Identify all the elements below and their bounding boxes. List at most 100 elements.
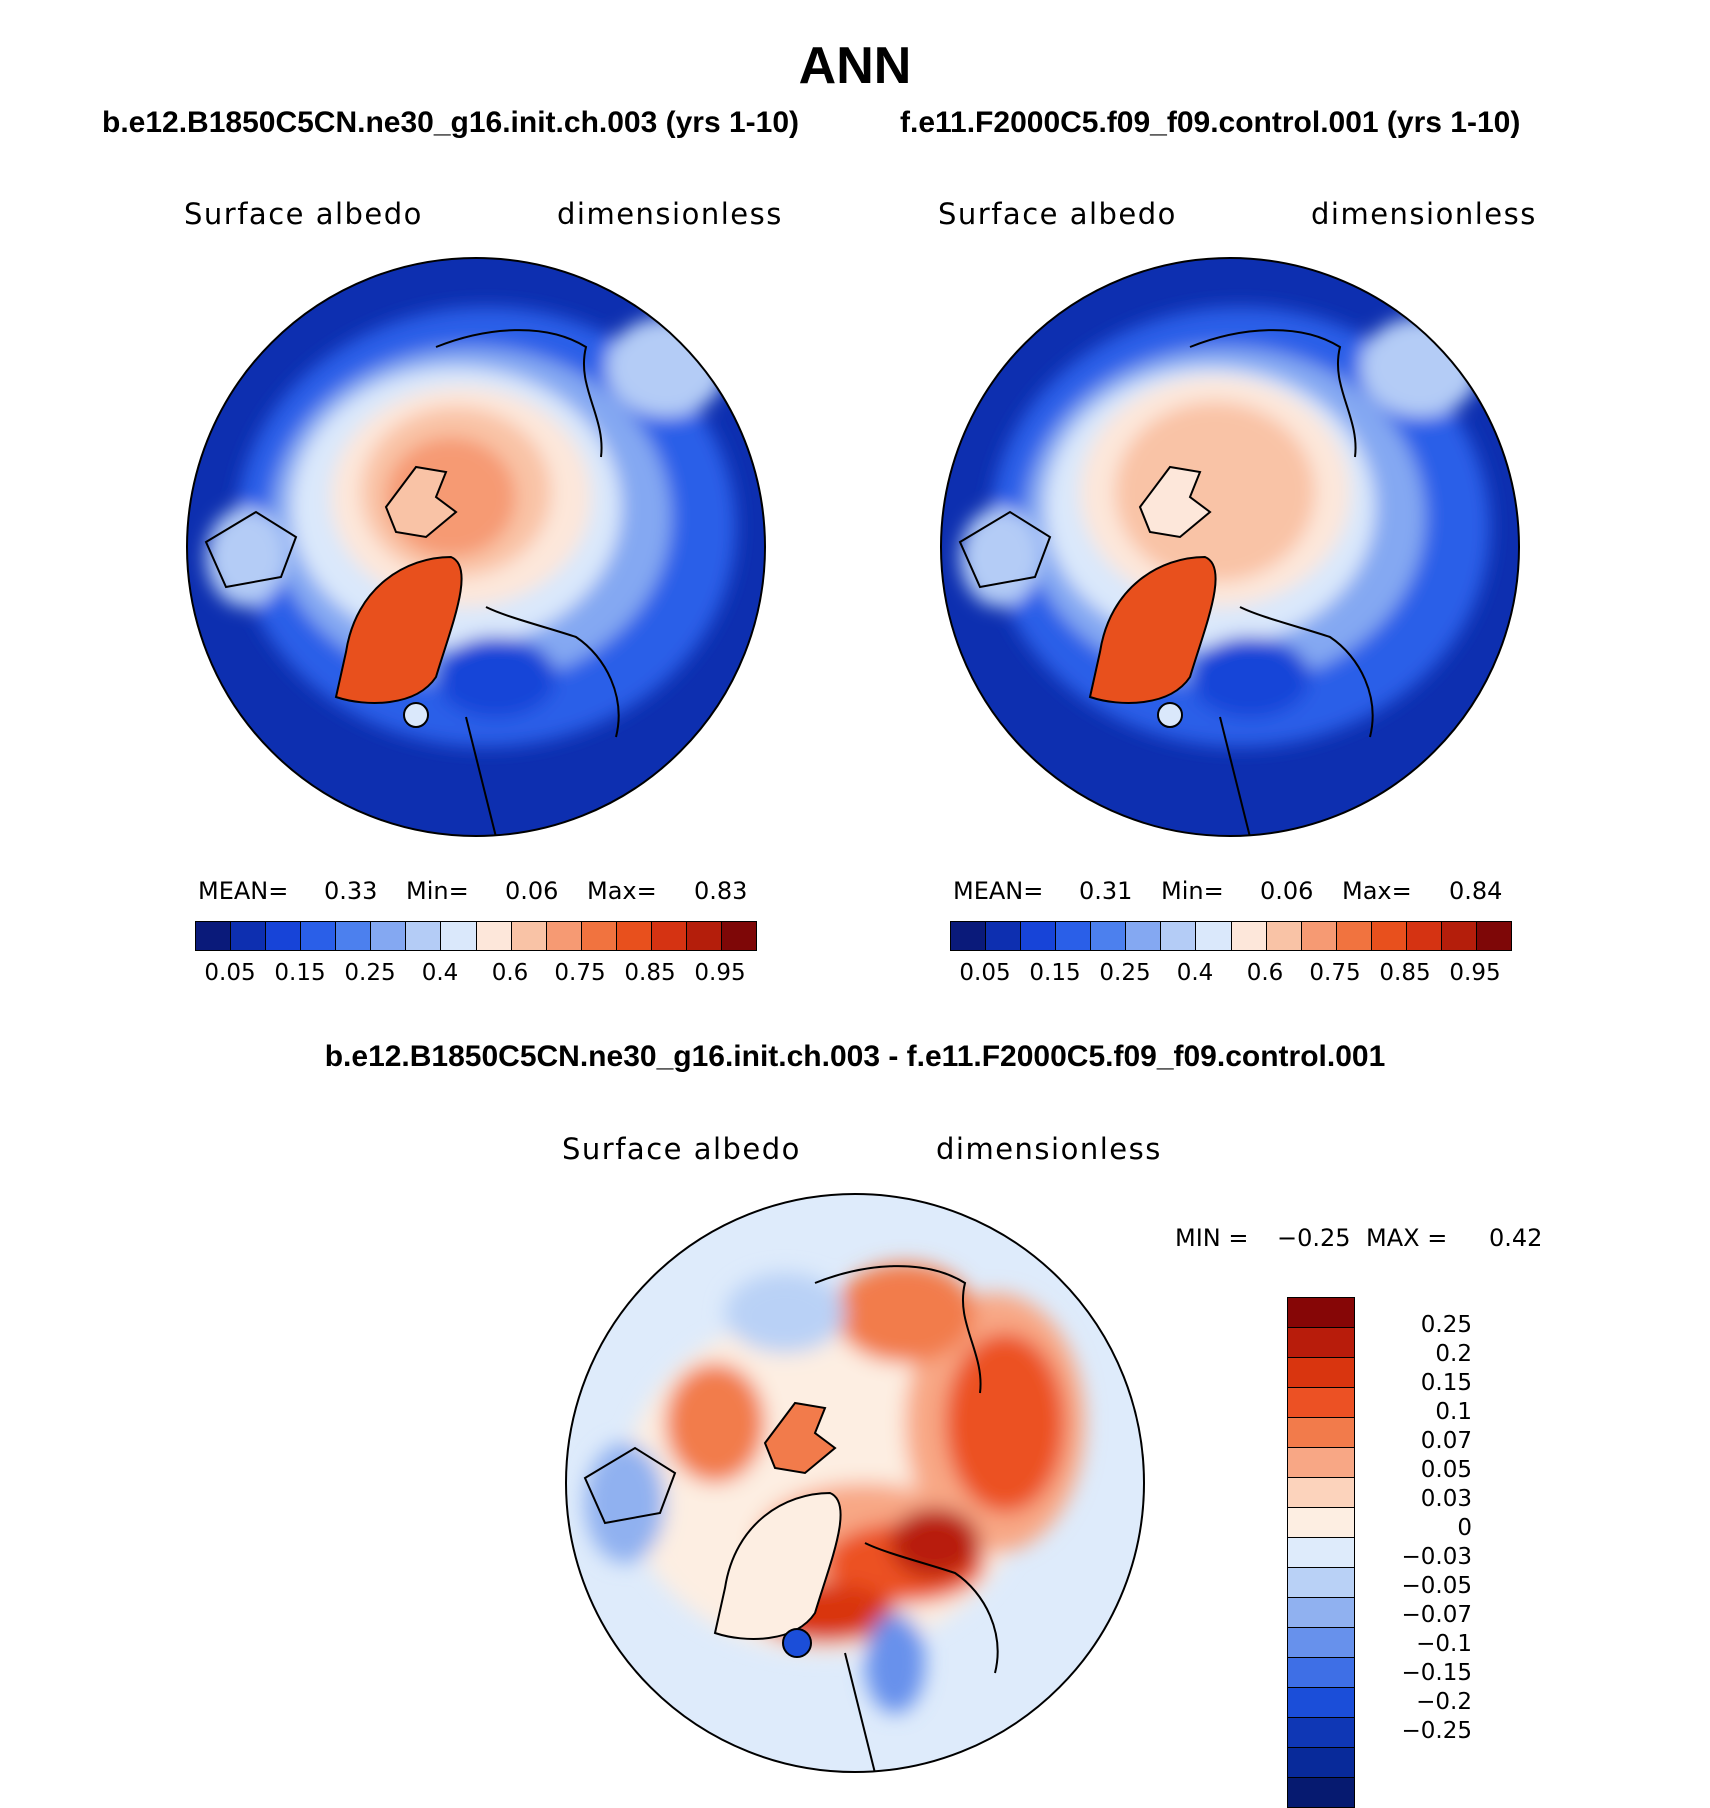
right-min-value: 0.06 xyxy=(1260,877,1314,905)
right-units-label: dimensionless xyxy=(1311,197,1537,231)
left-colorbar-tick-label: 0.4 xyxy=(421,960,459,986)
left-colorbar-swatch xyxy=(371,922,407,950)
left-colorbar-tick-label: 0.75 xyxy=(554,960,606,986)
left-colorbar-swatch xyxy=(721,922,756,950)
left-colorbar-swatch xyxy=(686,922,722,950)
right-colorbar-swatch xyxy=(1231,922,1267,950)
diff-colorbar-swatch xyxy=(1288,1448,1354,1478)
right-colorbar-tick-label: 0.25 xyxy=(1099,960,1151,986)
right-colorbar-swatch xyxy=(1056,922,1092,950)
left-colorbar-tick-label: 0.6 xyxy=(491,960,529,986)
right-max-value: 0.84 xyxy=(1449,877,1503,905)
left-colorbar-swatch xyxy=(511,922,547,950)
right-colorbar-swatch xyxy=(1266,922,1302,950)
diff-colorbar-swatch xyxy=(1288,1298,1354,1328)
right-colorbar-tick-label: 0.05 xyxy=(959,960,1011,986)
right-colorbar-swatch xyxy=(1371,922,1407,950)
left-variable-label: Surface albedo xyxy=(184,197,423,231)
diff-colorbar-swatch xyxy=(1288,1478,1354,1508)
diff-colorbar-swatch xyxy=(1288,1778,1354,1807)
diff-colorbar-swatch xyxy=(1288,1718,1354,1748)
diff-colorbar-tick-label: 0.07 xyxy=(1420,1428,1472,1454)
left-max-value: 0.83 xyxy=(694,877,748,905)
left-colorbar-tick-label: 0.25 xyxy=(344,960,396,986)
diff-colorbar-swatch xyxy=(1288,1598,1354,1628)
diff-min-label: MIN = xyxy=(1175,1224,1249,1252)
left-colorbar-swatch xyxy=(651,922,687,950)
diff-colorbar-swatch xyxy=(1288,1328,1354,1358)
season-title: ANN xyxy=(798,37,912,95)
diff-colorbar-tick-label: 0.05 xyxy=(1420,1457,1472,1483)
right-colorbar-tick-label: 0.95 xyxy=(1449,960,1501,986)
left-mean-value: 0.33 xyxy=(324,877,378,905)
right-colorbar-swatch xyxy=(1126,922,1162,950)
diff-colorbar-tick-label: 0.25 xyxy=(1420,1312,1472,1338)
diff-colorbar-tick-label: −0.07 xyxy=(1401,1602,1472,1628)
right-mean-value: 0.31 xyxy=(1079,877,1133,905)
diff-colorbar-tick-label: 0.15 xyxy=(1420,1370,1472,1396)
left-colorbar-swatch xyxy=(581,922,617,950)
left-colorbar-tick-label: 0.85 xyxy=(624,960,676,986)
left-colorbar-swatch xyxy=(476,922,512,950)
left-colorbar-tick-label: 0.15 xyxy=(274,960,326,986)
diff-colorbar-swatch xyxy=(1288,1418,1354,1448)
left-colorbar-tick-label: 0.05 xyxy=(204,960,256,986)
right-colorbar-swatch xyxy=(986,922,1022,950)
left-min-value: 0.06 xyxy=(505,877,559,905)
right-colorbar-swatch xyxy=(1476,922,1511,950)
right-colorbar-tick-label: 0.15 xyxy=(1029,960,1081,986)
diff-min-value: −0.25 xyxy=(1277,1224,1351,1252)
right-colorbar-tick-label: 0.4 xyxy=(1176,960,1214,986)
left-case-title: b.e12.B1850C5CN.ne30_g16.init.ch.003 (yr… xyxy=(102,106,800,139)
diff-colorbar-tick-label: 0.1 xyxy=(1435,1399,1472,1425)
diff-units-label: dimensionless xyxy=(936,1132,1162,1166)
right-polar-map xyxy=(940,257,1520,837)
left-colorbar-swatch xyxy=(196,922,232,950)
left-min-label: Min= xyxy=(406,877,469,905)
right-case-title: f.e11.F2000C5.f09_f09.control.001 (yrs 1… xyxy=(900,106,1521,139)
left-colorbar-swatch xyxy=(616,922,652,950)
left-colorbar xyxy=(195,921,757,951)
diff-colorbar xyxy=(1287,1297,1355,1808)
right-min-label: Min= xyxy=(1161,877,1224,905)
diff-colorbar-swatch xyxy=(1288,1508,1354,1538)
diff-colorbar-tick-label: 0.03 xyxy=(1420,1486,1472,1512)
left-colorbar-swatch xyxy=(441,922,477,950)
right-colorbar-swatch xyxy=(1336,922,1372,950)
right-colorbar xyxy=(950,921,1512,951)
diff-variable-label: Surface albedo xyxy=(562,1132,801,1166)
right-colorbar-tick-label: 0.6 xyxy=(1246,960,1284,986)
left-polar-map xyxy=(186,257,766,837)
diff-colorbar-tick-label: −0.05 xyxy=(1401,1573,1472,1599)
left-colorbar-swatch xyxy=(266,922,302,950)
left-max-label: Max= xyxy=(587,877,657,905)
right-colorbar-swatch xyxy=(1406,922,1442,950)
diff-colorbar-tick-label: 0.2 xyxy=(1435,1341,1472,1367)
diff-colorbar-swatch xyxy=(1288,1388,1354,1418)
right-colorbar-tick-label: 0.85 xyxy=(1379,960,1431,986)
diff-colorbar-swatch xyxy=(1288,1658,1354,1688)
right-colorbar-swatch xyxy=(1441,922,1477,950)
left-colorbar-tick-label: 0.95 xyxy=(694,960,746,986)
diff-title: b.e12.B1850C5CN.ne30_g16.init.ch.003 - f… xyxy=(324,1040,1386,1073)
right-colorbar-ticks: 0.05 0.15 0.25 0.4 0.6 0.75 0.85 0.95 xyxy=(950,960,1510,990)
left-mean-label: MEAN= xyxy=(198,877,289,905)
diff-max-value: 0.42 xyxy=(1489,1224,1543,1252)
right-colorbar-swatch xyxy=(1196,922,1232,950)
right-colorbar-swatch xyxy=(1161,922,1197,950)
left-colorbar-swatch xyxy=(231,922,267,950)
left-colorbar-swatch xyxy=(546,922,582,950)
diff-colorbar-swatch xyxy=(1288,1358,1354,1388)
diff-colorbar-swatch xyxy=(1288,1688,1354,1718)
diff-colorbar-tick-label: 0 xyxy=(1457,1515,1472,1541)
diff-polar-map xyxy=(565,1193,1145,1773)
right-colorbar-swatch xyxy=(951,922,987,950)
right-variable-label: Surface albedo xyxy=(938,197,1177,231)
diff-colorbar-tick-label: −0.03 xyxy=(1401,1544,1472,1570)
diff-colorbar-tick-label: −0.25 xyxy=(1401,1718,1472,1744)
diff-colorbar-tick-label: −0.1 xyxy=(1416,1631,1472,1657)
diff-colorbar-tick-label: −0.15 xyxy=(1401,1660,1472,1686)
left-colorbar-swatch xyxy=(301,922,337,950)
diff-colorbar-swatch xyxy=(1288,1538,1354,1568)
right-max-label: Max= xyxy=(1342,877,1412,905)
